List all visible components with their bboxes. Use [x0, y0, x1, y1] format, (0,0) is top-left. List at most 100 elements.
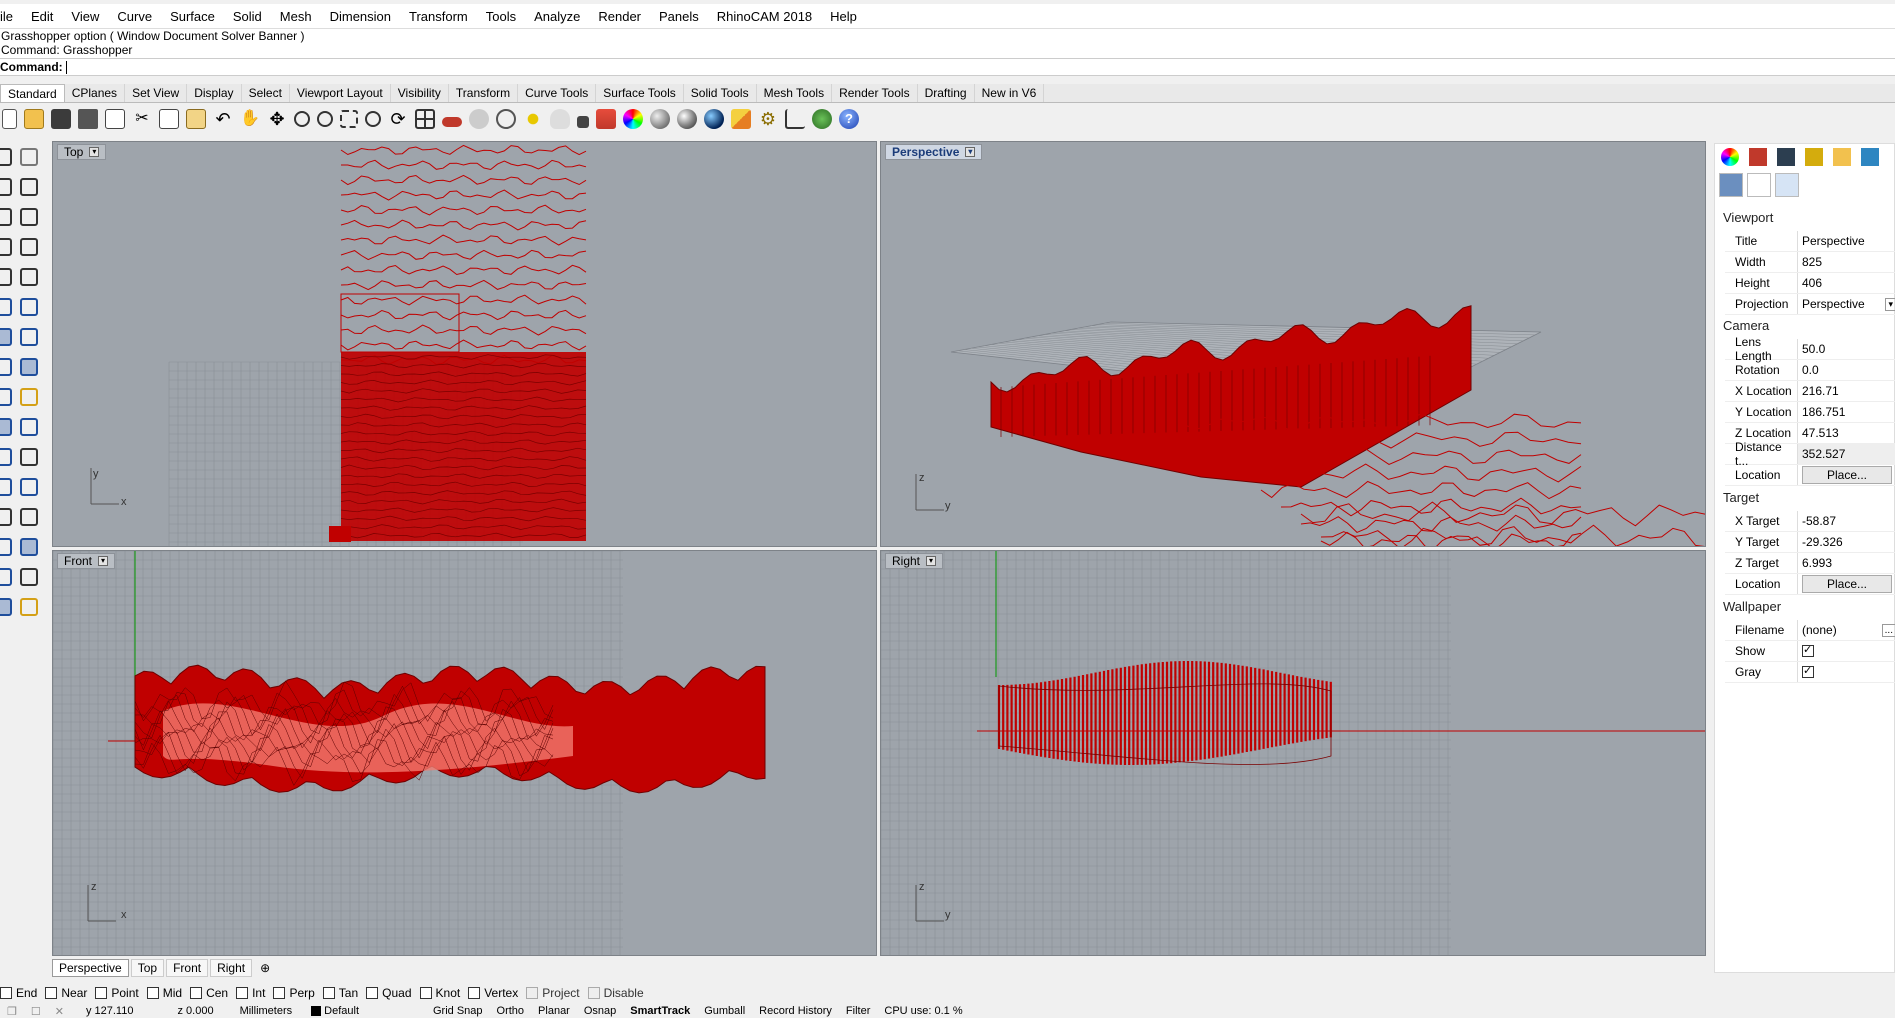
menu-item-rhinocam-2018[interactable]: RhinoCAM 2018: [716, 8, 813, 24]
print-icon[interactable]: [78, 109, 98, 129]
tab-select[interactable]: Select: [242, 84, 290, 102]
tab-perspective[interactable]: Perspective: [52, 959, 129, 977]
box-icon[interactable]: [0, 328, 12, 346]
mesh-icon[interactable]: [0, 388, 12, 406]
add-viewport-icon[interactable]: ⊕: [260, 961, 271, 975]
window-close-icon[interactable]: ✕: [54, 1005, 64, 1018]
viewport-top[interactable]: Top ▾ y x: [52, 141, 877, 547]
command-line[interactable]: Command:: [0, 58, 1895, 76]
render-tool-icon[interactable]: [0, 598, 12, 616]
chevron-down-icon[interactable]: ▾: [1885, 297, 1895, 311]
osnap-mid[interactable]: Mid: [146, 986, 182, 1000]
car-icon[interactable]: [442, 117, 462, 127]
viewport-label-right[interactable]: Right ▾: [885, 553, 944, 569]
copy-icon[interactable]: [159, 109, 179, 129]
chevron-down-icon[interactable]: ▾: [965, 147, 976, 157]
rotate-view-icon[interactable]: ⟳: [390, 109, 406, 129]
prop-value[interactable]: (none)...: [1797, 620, 1895, 640]
tab-front[interactable]: Front: [166, 959, 209, 977]
record-history-toggle[interactable]: Record History: [759, 1005, 832, 1017]
layer-label[interactable]: Default: [324, 1005, 359, 1017]
osnap-checkbox[interactable]: [526, 987, 539, 999]
osnap-checkbox[interactable]: [273, 987, 286, 999]
prop-value[interactable]: 47.513: [1797, 423, 1895, 443]
viewport-perspective[interactable]: Perspective ▾ z y: [880, 141, 1706, 547]
material-sphere-icon[interactable]: [650, 109, 670, 129]
osnap-checkbox[interactable]: [236, 987, 249, 999]
fillet-icon[interactable]: [0, 268, 12, 286]
shade-icon[interactable]: [469, 109, 489, 129]
place-camera-button[interactable]: Place...: [1802, 466, 1892, 484]
osnap-disable[interactable]: Disable: [587, 986, 644, 1000]
tab-display[interactable]: Display: [187, 84, 242, 102]
place-target-button[interactable]: Place...: [1802, 575, 1892, 593]
menu-item-help[interactable]: Help: [830, 8, 857, 24]
projection-select[interactable]: Perspective ▾: [1797, 294, 1895, 314]
menu-item-analyze[interactable]: Analyze: [534, 8, 581, 24]
osnap-knot[interactable]: Knot: [419, 986, 460, 1000]
move-icon[interactable]: ✥: [269, 109, 285, 129]
environment-sphere-icon[interactable]: [704, 109, 724, 129]
menu-item-panels[interactable]: Panels: [659, 8, 699, 24]
undo-icon[interactable]: ↶: [215, 109, 231, 129]
four-viewports-icon[interactable]: [415, 109, 435, 129]
analyze-icon[interactable]: [0, 568, 12, 586]
explode-icon[interactable]: [20, 388, 38, 406]
prop-value[interactable]: 216.71: [1797, 381, 1895, 401]
text-tool-icon[interactable]: [20, 538, 38, 556]
chevron-down-icon[interactable]: ▾: [89, 147, 100, 157]
tab-viewport-layout[interactable]: Viewport Layout: [290, 84, 391, 102]
render-sphere-icon[interactable]: [677, 109, 697, 129]
window-restore-icon[interactable]: ❐: [7, 1005, 17, 1018]
osnap-cen[interactable]: Cen: [190, 986, 228, 1000]
tab-cplanes[interactable]: CPlanes: [65, 84, 126, 102]
osnap-toggle[interactable]: Osnap: [583, 1005, 617, 1017]
color-icon[interactable]: [1721, 148, 1739, 166]
grid-snap-toggle[interactable]: Grid Snap: [433, 1005, 483, 1017]
viewport-front[interactable]: Front ▾ z x: [52, 550, 877, 956]
paste-icon[interactable]: [186, 109, 206, 129]
revolve-icon[interactable]: [20, 298, 38, 316]
chevron-down-icon[interactable]: ▾: [926, 556, 937, 566]
move-tool-icon[interactable]: [0, 478, 12, 496]
cut-icon[interactable]: ✂: [135, 110, 149, 127]
plane-icon[interactable]: [20, 358, 38, 376]
prop-value[interactable]: 825: [1797, 252, 1895, 272]
ortho-toggle[interactable]: Ortho: [496, 1005, 525, 1017]
tab-surface-tools[interactable]: Surface Tools: [596, 84, 684, 102]
dimension-tool-icon[interactable]: [0, 538, 12, 556]
prop-value[interactable]: 6.993: [1797, 553, 1895, 573]
tab-curve-tools[interactable]: Curve Tools: [518, 84, 597, 102]
tab-visibility[interactable]: Visibility: [391, 84, 449, 102]
prop-value[interactable]: 186.751: [1797, 402, 1895, 422]
tab-transform[interactable]: Transform: [449, 84, 519, 102]
gray-checkbox[interactable]: [1802, 664, 1814, 678]
camera-icon[interactable]: [1719, 173, 1743, 197]
zoom-window-icon[interactable]: [317, 111, 333, 127]
viewport-label-front[interactable]: Front ▾: [57, 553, 116, 569]
monitor-icon[interactable]: [1861, 148, 1879, 166]
osnap-tan[interactable]: Tan: [322, 986, 358, 1000]
menu-item-dimension[interactable]: Dimension: [329, 8, 392, 24]
gumball-toggle[interactable]: Gumball: [704, 1005, 746, 1017]
tab-mesh-tools[interactable]: Mesh Tools: [757, 84, 833, 102]
open-folder-icon[interactable]: [24, 109, 44, 129]
save-icon[interactable]: [51, 109, 71, 129]
chevron-down-icon[interactable]: ▾: [98, 556, 109, 566]
osnap-end[interactable]: End: [0, 986, 37, 1000]
wallpaper-icon[interactable]: [1747, 173, 1771, 197]
browse-button[interactable]: ...: [1881, 623, 1895, 637]
folder-icon[interactable]: [1833, 148, 1851, 166]
tab-set-view[interactable]: Set View: [125, 84, 188, 102]
tab-top[interactable]: Top: [130, 959, 165, 977]
flag-icon[interactable]: [731, 109, 751, 129]
osnap-checkbox[interactable]: [190, 987, 203, 999]
osnap-checkbox[interactable]: [322, 987, 335, 999]
show-checkbox[interactable]: [1802, 643, 1814, 657]
rotate-tool-icon[interactable]: [20, 508, 38, 526]
arc-icon[interactable]: [0, 208, 12, 226]
dimension-icon[interactable]: [785, 109, 805, 129]
target-icon[interactable]: [1775, 173, 1799, 197]
pencil-icon[interactable]: [1805, 148, 1823, 166]
planar-toggle[interactable]: Planar: [538, 1005, 570, 1017]
